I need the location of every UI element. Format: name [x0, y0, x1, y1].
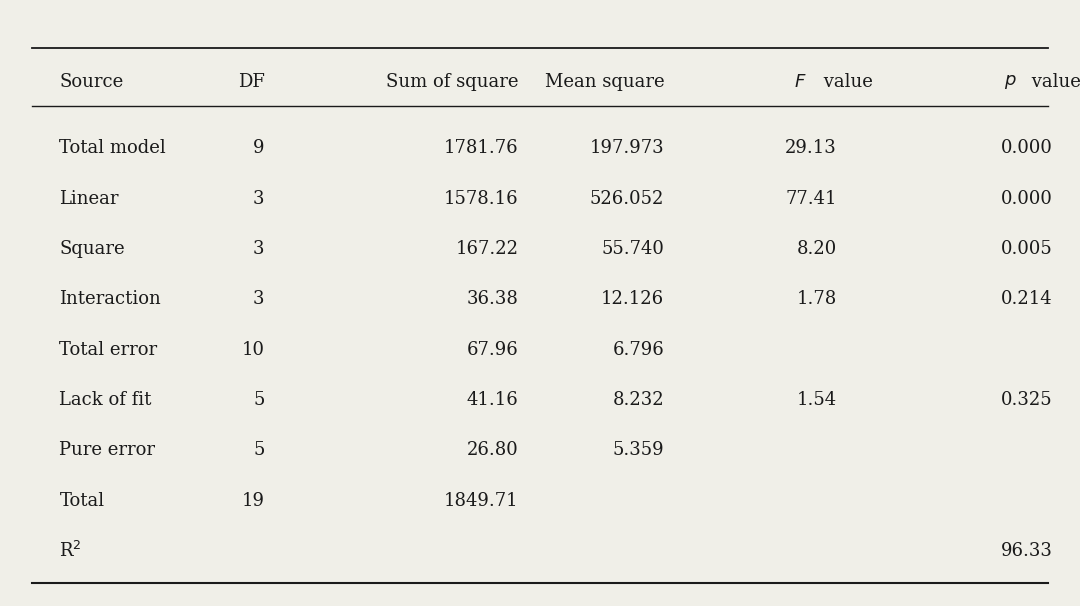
Text: 1781.76: 1781.76 — [444, 139, 518, 158]
Text: 167.22: 167.22 — [456, 240, 518, 258]
Text: 0.325: 0.325 — [1001, 391, 1053, 409]
Text: Total error: Total error — [59, 341, 158, 359]
Text: 5: 5 — [253, 441, 265, 459]
Text: 96.33: 96.33 — [1001, 542, 1053, 560]
Text: 9: 9 — [253, 139, 265, 158]
Text: Linear: Linear — [59, 190, 119, 208]
Text: value: value — [1026, 73, 1080, 91]
Text: 0.005: 0.005 — [1001, 240, 1053, 258]
Text: DF: DF — [238, 73, 265, 91]
Text: 6.796: 6.796 — [612, 341, 664, 359]
Text: 0.000: 0.000 — [1001, 139, 1053, 158]
Text: 0.000: 0.000 — [1001, 190, 1053, 208]
Text: 3: 3 — [253, 190, 265, 208]
Text: Source: Source — [59, 73, 123, 91]
Text: 55.740: 55.740 — [602, 240, 664, 258]
Text: 77.41: 77.41 — [785, 190, 837, 208]
Text: Total model: Total model — [59, 139, 166, 158]
Text: $F$: $F$ — [794, 73, 807, 91]
Text: 3: 3 — [253, 240, 265, 258]
Text: 12.126: 12.126 — [602, 290, 664, 308]
Text: 1.54: 1.54 — [797, 391, 837, 409]
Text: 3: 3 — [253, 290, 265, 308]
Text: Pure error: Pure error — [59, 441, 156, 459]
Text: 5.359: 5.359 — [612, 441, 664, 459]
Text: 8.20: 8.20 — [797, 240, 837, 258]
Text: Square: Square — [59, 240, 125, 258]
Text: 19: 19 — [242, 491, 265, 510]
Text: 29.13: 29.13 — [785, 139, 837, 158]
Text: 8.232: 8.232 — [612, 391, 664, 409]
Text: Total: Total — [59, 491, 105, 510]
Text: 5: 5 — [253, 391, 265, 409]
Text: 10: 10 — [242, 341, 265, 359]
Text: $p$: $p$ — [1004, 73, 1017, 91]
Text: 526.052: 526.052 — [590, 190, 664, 208]
Text: Sum of square: Sum of square — [386, 73, 518, 91]
Text: 1578.16: 1578.16 — [444, 190, 518, 208]
Text: R$^2$: R$^2$ — [59, 541, 82, 561]
Text: Interaction: Interaction — [59, 290, 161, 308]
Text: 1.78: 1.78 — [797, 290, 837, 308]
Text: 41.16: 41.16 — [467, 391, 518, 409]
Text: 197.973: 197.973 — [590, 139, 664, 158]
Text: 67.96: 67.96 — [467, 341, 518, 359]
Text: value: value — [818, 73, 873, 91]
Text: Lack of fit: Lack of fit — [59, 391, 152, 409]
Text: 1849.71: 1849.71 — [444, 491, 518, 510]
Text: 36.38: 36.38 — [467, 290, 518, 308]
Text: 0.214: 0.214 — [1001, 290, 1053, 308]
Text: 26.80: 26.80 — [467, 441, 518, 459]
Text: Mean square: Mean square — [544, 73, 664, 91]
